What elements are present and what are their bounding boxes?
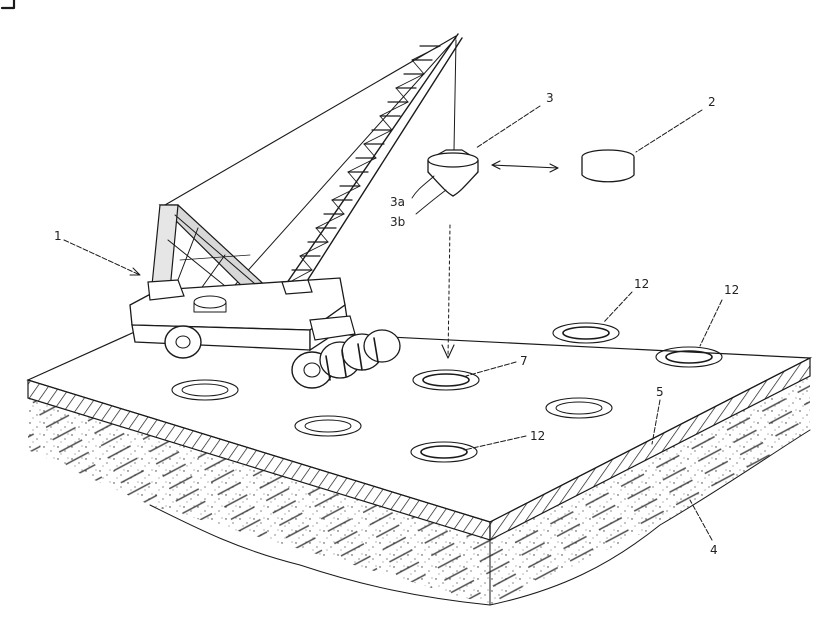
weight-cylinder	[581, 149, 635, 183]
label-target-pit: 7	[520, 354, 528, 368]
pit	[552, 322, 620, 344]
crane-cable	[164, 35, 457, 206]
corner-mark	[0, 0, 16, 10]
pit	[294, 415, 362, 437]
pits	[171, 322, 723, 463]
crane-mast	[151, 204, 272, 293]
label-pit-b: 12	[724, 283, 739, 297]
label-weight-lower: 3b	[390, 215, 405, 229]
hoist-rope	[453, 39, 457, 151]
label-pit-c: 12	[530, 429, 545, 443]
crane-body	[129, 277, 356, 352]
pit	[545, 397, 613, 419]
label-sublayer: 4	[710, 543, 718, 557]
crane-wheel-rear	[291, 329, 401, 389]
crane-boom	[281, 33, 463, 293]
label-pit-a: 12	[634, 277, 649, 291]
label-weight-upper: 3a	[390, 195, 405, 209]
pit	[171, 379, 239, 401]
crane-cable	[234, 37, 457, 286]
falling-weight	[427, 149, 479, 197]
exchange-arrow	[491, 160, 559, 173]
crane-wheel-front	[164, 325, 202, 359]
ground-block	[26, 324, 813, 606]
pit	[410, 441, 478, 463]
pit-target	[412, 369, 480, 391]
label-weight: 3	[546, 91, 554, 105]
drop-arrow	[441, 224, 455, 359]
crane	[129, 33, 463, 389]
label-crane: 1	[54, 229, 62, 243]
label-ground-layer: 5	[656, 385, 664, 399]
pit	[655, 346, 723, 368]
label-cylinder: 2	[708, 95, 716, 109]
callouts: 1 3 2 3a 3b 12 12 7 12 5 4	[54, 91, 739, 557]
